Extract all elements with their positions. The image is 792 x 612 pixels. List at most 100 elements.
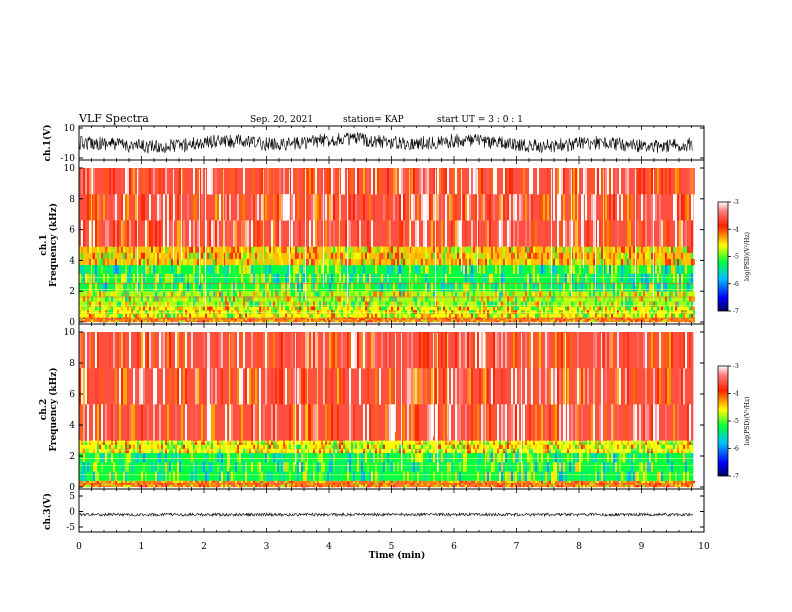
ch1-spectrogram-cell — [419, 246, 421, 253]
ch1-spectrogram-cell — [235, 318, 237, 321]
ch2-spectrogram-cell — [267, 448, 269, 454]
ch1-spectrogram-cell — [313, 168, 315, 195]
ch1-spectrogram-cell — [685, 265, 687, 275]
ch1-spectrogram-cell — [271, 252, 273, 260]
ch1-spectrogram-cell — [115, 273, 117, 283]
ch2-spectrogram-cell — [131, 462, 133, 472]
ch1-spectrogram-cell — [563, 310, 565, 315]
ch1-spectrogram-cell — [617, 258, 619, 266]
ch1-spectrogram-cell — [511, 306, 513, 311]
ch2-spectrogram-cell — [181, 484, 183, 488]
ch1-spectrogram-cell — [585, 246, 587, 253]
ch2-spectrogram-cell — [119, 404, 121, 441]
ch1-spectrogram-cell — [187, 282, 189, 292]
ch1-spectrogram-cell — [313, 246, 315, 253]
ch1-spectrogram-cell — [599, 301, 601, 307]
ch1-spectrogram-cell — [543, 296, 545, 302]
ch1-spectrogram-cell — [351, 301, 353, 307]
ch2-spectrogram-cell — [453, 452, 455, 463]
ch1-spectrogram-cell — [479, 258, 481, 266]
ch1-spectrogram-cell — [633, 320, 635, 323]
ch2-spectrogram-cell — [125, 448, 127, 454]
ch1-spectrogram-cell — [465, 194, 467, 221]
ch1-spectrogram-cell — [577, 313, 579, 318]
ch1-spectrogram-cell — [281, 246, 283, 253]
ch1-spectrogram-cell — [347, 306, 349, 311]
ch1-spectrogram-cell — [367, 320, 369, 323]
ch1-spectrogram-cell — [253, 246, 255, 253]
ch1-spectrogram-cell — [443, 273, 445, 283]
ch2-spectrogram-cell — [551, 452, 553, 463]
ch2-spectrogram-cell — [249, 368, 251, 405]
ch2-spectrogram-cell — [177, 471, 179, 482]
ch1-spectrogram-cell — [263, 301, 265, 307]
ch1-spectrogram-cell — [425, 296, 427, 302]
ch2-spectrogram-cell — [477, 471, 479, 482]
ch1-spectrogram-cell — [607, 168, 609, 195]
ch1-spectrogram-cell — [415, 273, 417, 283]
ch1-spectrogram-cell — [581, 220, 583, 247]
ch2-spectrogram-cell — [561, 444, 563, 450]
ch1-spectrogram-cell — [575, 282, 577, 292]
ch2-spectrogram-cell — [255, 448, 257, 454]
ch2-spectrogram-cell — [397, 484, 399, 488]
ch2-spectrogram-cell — [313, 440, 315, 445]
ch1-spectrogram-cell — [241, 310, 243, 315]
ch1-spectrogram-cell — [229, 220, 231, 247]
ch1-spectrogram-cell — [315, 318, 317, 321]
ch1-spectrogram-cell — [321, 265, 323, 275]
ch1-spectrogram-cell — [403, 310, 405, 315]
ch2-spectrogram-cell — [283, 471, 285, 482]
ch2-spectrogram-cell — [475, 480, 477, 484]
ch1-spectrogram-cell — [177, 291, 179, 297]
ch1-spectrogram-cell — [433, 194, 435, 221]
ch1-spectrogram-cell — [669, 168, 671, 195]
ch1-spectrogram-cell — [365, 306, 367, 311]
ch2-spectrogram-cell — [551, 368, 553, 405]
ch1-spectrogram-cell — [185, 317, 187, 320]
ch1-spectrogram-cell — [503, 282, 505, 292]
ch1-spectrogram-cell — [455, 194, 457, 221]
ch1-spectrogram-cell — [527, 252, 529, 260]
ch2-spectrogram-cell — [293, 332, 295, 369]
ch1-spectrogram-cell — [317, 282, 319, 292]
ch2-spectrogram-cell — [197, 444, 199, 450]
ch1-spectrogram-cell — [349, 246, 351, 253]
ch2-spectrogram-cell — [457, 444, 459, 450]
ch1-spectrogram-cell — [97, 194, 99, 221]
ch1-spectrogram-cell — [693, 313, 695, 318]
ch1-spectrogram-cell — [569, 168, 571, 195]
ch2-spectrogram-cell — [529, 480, 531, 484]
ch1-spectrogram-cell — [149, 320, 151, 323]
ch1-spectrogram-cell — [401, 194, 403, 221]
ch1-spectrogram-cell — [541, 301, 543, 307]
ch1-spectrogram-cell — [215, 258, 217, 266]
ch2-spectrogram-cell — [333, 332, 335, 369]
ch2-spectrogram-cell — [137, 448, 139, 454]
ch2-spectrogram-cell — [315, 480, 317, 484]
ch1-spectrogram-cell — [97, 306, 99, 311]
ch1-spectrogram-cell — [195, 246, 197, 253]
ch1-spectrogram-cell — [605, 310, 607, 315]
ch2-spectrogram-cell — [357, 404, 359, 441]
ch1-spectrogram-cell — [611, 265, 613, 275]
ch1-spectrogram-cell — [387, 168, 389, 195]
ch1-spectrogram-cell — [623, 301, 625, 307]
ch1-spectrogram-cell — [513, 291, 515, 297]
ch1-spectrogram-cell — [235, 317, 237, 320]
ch1-spectrogram-cell — [229, 306, 231, 311]
ch1-spectrogram-cell — [315, 265, 317, 275]
ch1-spectrogram-cell — [279, 258, 281, 266]
ch1-spectrogram-cell — [281, 194, 283, 221]
ch2-spectrogram-cell — [513, 332, 515, 369]
ch2-spectrogram-cell — [545, 471, 547, 482]
ch2-spectrogram-cell — [451, 368, 453, 405]
ch1-spectrogram-cell — [671, 318, 673, 321]
ch1-spectrogram-cell — [193, 168, 195, 195]
ch1-spectrogram-cell — [197, 168, 199, 195]
ch2-spectrogram-cell — [191, 484, 193, 488]
ch1-spectrogram-cell — [419, 317, 421, 320]
ch1-spectrogram-cell — [413, 318, 415, 321]
ch1-spectrogram-cell — [339, 318, 341, 321]
ch2-spectrogram-cell — [545, 444, 547, 450]
